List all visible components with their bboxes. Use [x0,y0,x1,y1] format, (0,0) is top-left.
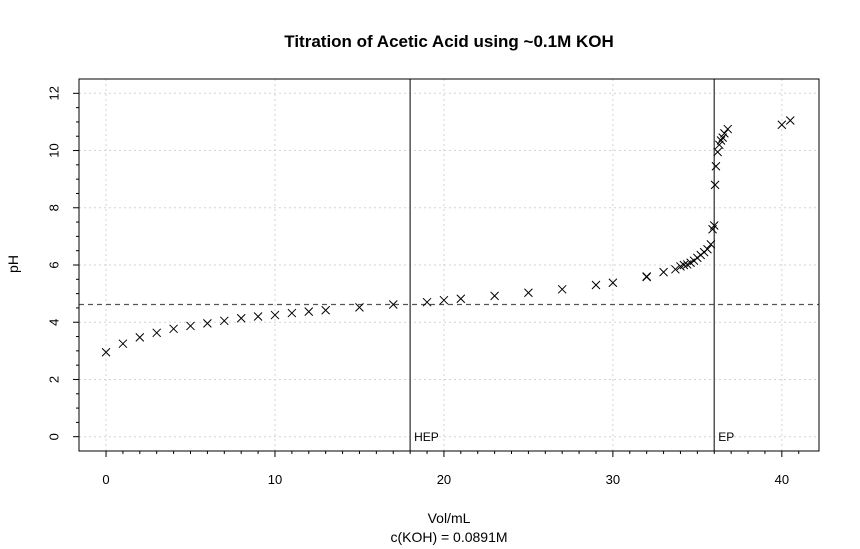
y-tick-label: 2 [46,376,61,383]
data-point [135,333,145,342]
data-point [219,316,229,326]
chart-title: Titration of Acetic Acid using ~0.1M KOH [284,32,614,51]
data-point [524,288,533,298]
data-point [711,161,721,171]
data-point [723,124,733,134]
x-axis: 0 10 20 30 40 [102,451,800,487]
data-point [304,307,314,316]
data-point [118,339,128,349]
data-point [720,129,729,138]
x-tick-label: 20 [437,472,451,487]
data-point [642,272,652,281]
data-point [713,147,722,157]
data-point [152,328,162,338]
x-tick-label: 40 [775,472,789,487]
data-point [321,305,331,315]
data-point [557,284,567,294]
data-point [706,240,716,249]
data-point [709,221,719,230]
data-point [777,120,787,130]
x-axis-label: Vol/mL [428,510,471,526]
data-point [671,264,680,274]
x-tick-label: 30 [606,472,620,487]
data-point [186,321,195,331]
data-point [785,116,795,125]
data-point [703,244,712,254]
y-axis: 0 2 4 6 8 10 12 [46,86,79,440]
data-point [659,267,668,277]
grid [79,79,819,451]
equivalence-label: EP [718,430,734,444]
y-tick-label: 8 [46,204,61,211]
data-point [422,297,432,307]
x-axis-sublabel: c(KOH) = 0.0891M [390,529,507,545]
data-point [716,136,726,145]
y-tick-label: 0 [46,433,61,440]
data-point [101,347,111,357]
data-point [456,294,466,304]
data-point [203,319,212,328]
data-point [169,324,178,334]
data-point [236,313,246,323]
data-point [710,180,720,190]
data-point [490,291,499,301]
data-point [388,300,398,309]
data-point [679,260,689,270]
data-point [608,278,618,288]
reference-lines: HEP EP [79,79,819,451]
equivalence-label: HEP [414,430,439,444]
y-tick-label: 12 [46,86,61,100]
y-tick-label: 4 [46,319,61,326]
data-point [439,295,449,305]
data-point [253,312,263,321]
y-tick-label: 10 [46,143,61,157]
data-points [101,116,795,357]
x-tick-label: 10 [268,472,282,487]
x-tick-label: 0 [102,472,109,487]
data-point [287,308,297,318]
y-axis-label: pH [5,255,21,273]
data-point [270,310,280,320]
data-point [591,280,601,290]
y-tick-label: 6 [46,261,61,268]
data-point [355,302,364,312]
